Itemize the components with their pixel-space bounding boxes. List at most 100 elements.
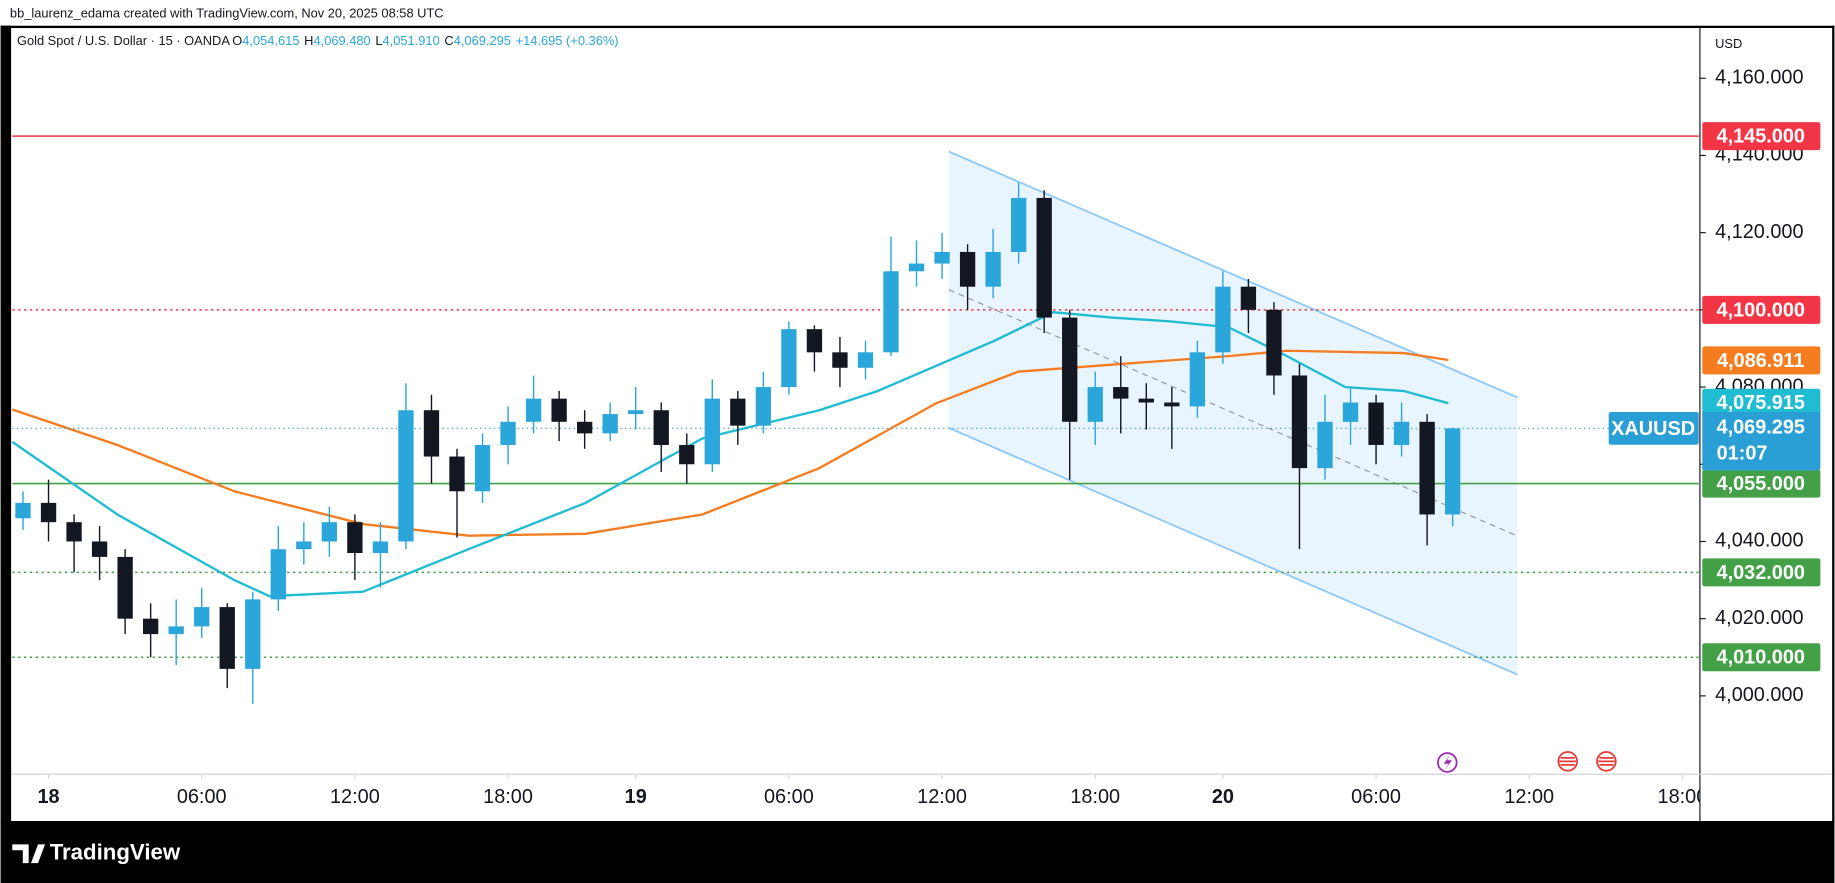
candle-body — [1138, 398, 1154, 403]
candle — [168, 599, 184, 665]
legend: Gold Spot / U.S. Dollar · 15 · OANDA O4,0… — [17, 33, 619, 48]
price-box — [1702, 469, 1821, 498]
footer — [0, 821, 1835, 883]
candle-body — [194, 607, 210, 627]
x-tick-label: 18:00 — [1658, 786, 1708, 808]
x-tick-label: 06:00 — [177, 786, 227, 808]
event-icons — [1437, 751, 1617, 773]
candle — [372, 522, 389, 588]
y-tick-label: 4,000.000 — [1715, 684, 1803, 706]
candle-body — [1342, 402, 1359, 422]
candle — [1113, 356, 1129, 434]
candle-body — [576, 421, 593, 434]
currency: USD — [1715, 36, 1742, 51]
price-box-label: 4,100.000 — [1717, 299, 1805, 321]
legend-change: +14.695 (+0.36%) — [516, 33, 619, 48]
attribution: bb_laurenz_edama created with TradingVie… — [10, 5, 444, 20]
candle-body — [15, 502, 31, 519]
candle-body — [1240, 286, 1257, 310]
price-box-label: 4,032.000 — [1717, 562, 1805, 584]
candle — [194, 587, 210, 638]
candle-body — [1010, 197, 1027, 252]
candle-body — [653, 410, 669, 445]
price-box-label: 4,010.000 — [1717, 647, 1805, 669]
candle — [602, 402, 618, 442]
candle — [704, 379, 720, 472]
candle — [1062, 309, 1078, 480]
candle-body — [551, 398, 567, 422]
legend-value: 4,054.615 — [242, 33, 299, 48]
candle-body — [347, 522, 363, 554]
plot: 18 06:00 12:00 18:00 19 06:00 12:00 18:00 20 06:0… — [11, 135, 1708, 808]
candle — [1036, 190, 1052, 334]
candle-body — [1444, 428, 1461, 515]
candle-body — [985, 251, 1001, 287]
candle — [142, 603, 159, 658]
y-tick-label: 4,160.000 — [1715, 67, 1803, 89]
candle — [883, 236, 899, 357]
candle — [347, 514, 363, 581]
frame-left — [0, 25, 12, 824]
candle-body — [1062, 317, 1078, 422]
candle — [117, 549, 133, 635]
candle — [1087, 371, 1103, 445]
frame-top — [0, 25, 1835, 29]
candle — [832, 336, 848, 388]
candle-body — [1113, 387, 1129, 399]
price-box — [1702, 346, 1821, 375]
candle-body — [1266, 309, 1282, 376]
event-flag-glyph — [1598, 756, 1615, 766]
candle-body — [602, 414, 618, 434]
price-axis: 4,000.0004,020.0004,040.0004,060.0004,08… — [1608, 67, 1821, 706]
candle-body — [934, 251, 950, 264]
candle-body — [1087, 387, 1103, 422]
candle-body — [832, 352, 848, 368]
candle — [500, 406, 516, 465]
candle-body — [628, 410, 644, 415]
candle — [398, 383, 414, 550]
candle-body — [270, 549, 286, 600]
symbol-box — [1608, 412, 1699, 445]
legend-key: O — [232, 33, 242, 48]
candle-body — [806, 329, 823, 353]
candle-body — [66, 522, 82, 542]
symbol-label: XAUUSD — [1611, 418, 1695, 440]
candle-body — [883, 271, 899, 353]
candle — [270, 526, 286, 611]
candle-body — [40, 502, 57, 523]
candle-body — [168, 626, 184, 635]
price-box — [1702, 558, 1821, 587]
candle — [551, 390, 567, 442]
candle-body — [908, 263, 925, 272]
candle-body — [1164, 402, 1180, 407]
brand: TradingView — [50, 840, 181, 865]
candle — [474, 433, 491, 503]
candle — [576, 410, 593, 449]
moving-average — [11, 310, 1449, 598]
candle-body — [321, 522, 338, 542]
x-tick-label: 06:00 — [764, 786, 814, 808]
candle — [1215, 271, 1231, 364]
x-tick-label: 12:00 — [1504, 786, 1554, 808]
candle — [1419, 414, 1435, 546]
candle — [1138, 383, 1154, 430]
candle — [1342, 387, 1359, 445]
price-box-label: 4,145.000 — [1717, 126, 1805, 148]
candle — [91, 526, 108, 581]
candle — [245, 591, 261, 704]
candle-body — [372, 541, 389, 554]
candle-body — [1419, 421, 1435, 515]
candle — [296, 522, 312, 565]
candle — [679, 433, 695, 484]
price-box — [1702, 388, 1821, 417]
candle — [66, 514, 82, 573]
candle — [730, 390, 746, 445]
candle — [959, 244, 976, 310]
candle-body — [857, 352, 874, 368]
x-tick-label: 18 — [37, 786, 59, 808]
candle — [1240, 278, 1257, 334]
candle-body — [1368, 402, 1384, 445]
candle-body — [755, 387, 772, 426]
legend-value: 4,051.910 — [383, 33, 440, 48]
